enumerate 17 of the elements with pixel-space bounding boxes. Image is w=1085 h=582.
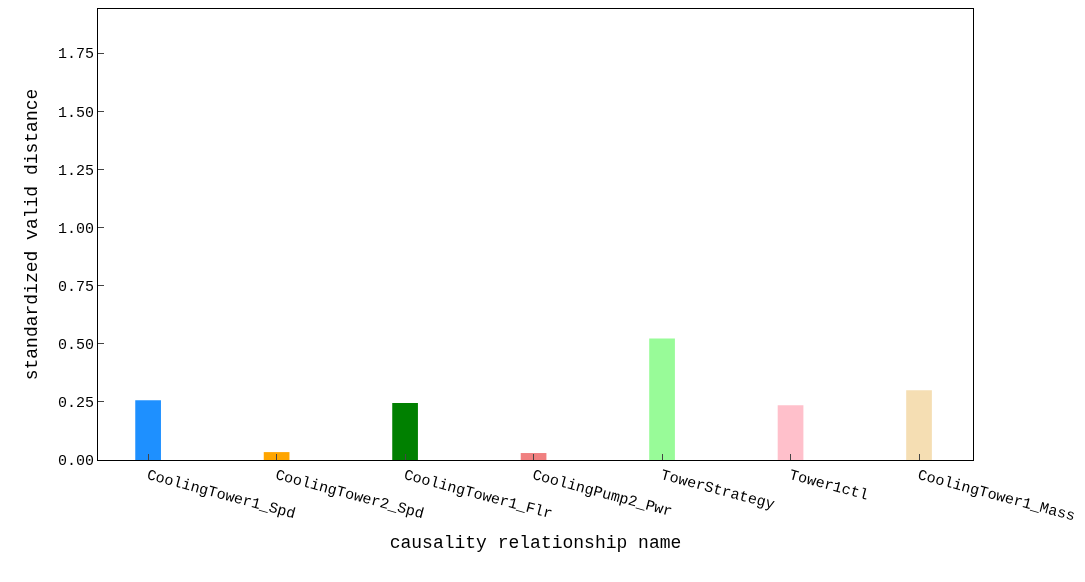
bar (777, 405, 804, 460)
bar (392, 403, 418, 460)
bar (520, 453, 547, 460)
y-tick-label: 0.00 (57, 453, 94, 471)
y-tick-label: 0.25 (57, 395, 94, 413)
y-tick-label: 1.25 (57, 162, 94, 180)
bar (649, 338, 675, 460)
y-tick-label: 0.50 (57, 337, 94, 355)
y-axis-title: standardized valid distance (22, 88, 43, 381)
y-tick-label: 1.50 (57, 104, 94, 122)
y-tick-label: 1.00 (57, 220, 94, 238)
bar (906, 390, 932, 460)
bar (135, 400, 161, 460)
y-tick-label: 0.75 (57, 278, 94, 296)
bar (263, 452, 290, 460)
y-tick-label: 1.75 (57, 46, 94, 64)
x-axis-title: causality relationship name (389, 532, 682, 553)
